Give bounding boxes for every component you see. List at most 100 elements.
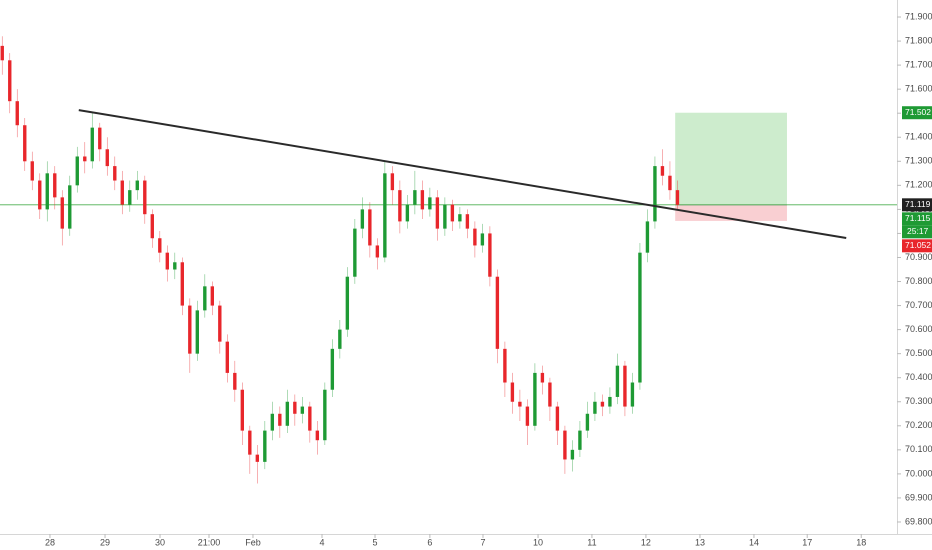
- candle-body: [458, 214, 462, 222]
- candle-body: [540, 372, 545, 383]
- y-tick-label: 69.800: [905, 516, 932, 526]
- candle-body: [473, 228, 477, 246]
- candle-body: [495, 276, 500, 349]
- x-tick-label: 13: [695, 537, 705, 547]
- candle-body: [23, 125, 27, 162]
- candle-body: [53, 173, 57, 198]
- candle-body: [578, 430, 582, 450]
- candle-body: [45, 173, 49, 210]
- candle-body: [278, 413, 282, 426]
- x-tick-label: Feb: [245, 537, 261, 547]
- candle-body: [225, 341, 230, 373]
- candle-body: [8, 60, 12, 102]
- candle-body: [533, 372, 537, 426]
- x-tick-label: 5: [373, 537, 378, 547]
- y-tick-label: 71.700: [905, 59, 932, 69]
- candle-body: [548, 382, 552, 407]
- y-tick-label: 70.800: [905, 276, 932, 286]
- trend-line: [78, 109, 847, 239]
- candle-body: [510, 382, 515, 402]
- y-tick-label: 70.000: [905, 468, 932, 478]
- candle-body: [180, 262, 184, 306]
- candle-body: [413, 190, 417, 205]
- y-tick-label: 71.200: [905, 180, 932, 190]
- candle-body: [443, 204, 447, 229]
- candle-body: [38, 180, 42, 210]
- candle-body: [30, 161, 34, 181]
- candle-body: [75, 156, 79, 186]
- candle-body: [345, 276, 350, 330]
- candle-body: [570, 449, 575, 460]
- countdown-box: [902, 225, 932, 239]
- candle-body: [105, 149, 109, 167]
- candle-body: [623, 365, 627, 407]
- candle-body: [300, 406, 305, 414]
- price-marker: [902, 106, 932, 120]
- candle-body: [143, 180, 147, 215]
- y-tick-label: 71.600: [905, 84, 932, 94]
- candle-body: [68, 185, 72, 229]
- candle-body: [90, 127, 94, 162]
- candle-body: [135, 180, 139, 191]
- candle-body: [218, 305, 222, 342]
- candle-body: [293, 401, 297, 414]
- candle-body: [600, 401, 605, 407]
- candle-body: [405, 204, 410, 222]
- candle-body: [368, 209, 372, 246]
- candle-body: [503, 348, 507, 383]
- countdown-label: 25:17: [907, 226, 929, 236]
- candle-body: [113, 166, 117, 181]
- candle-body: [608, 396, 612, 407]
- candle-body: [435, 197, 440, 229]
- candle-body: [353, 228, 357, 277]
- candle-body: [480, 233, 485, 246]
- price-marker-label: 71.052: [905, 240, 931, 250]
- y-tick-label: 71.800: [905, 35, 932, 45]
- candle-body: [465, 214, 470, 229]
- candle-body: [585, 413, 590, 431]
- candle-body: [308, 406, 312, 431]
- candle-body: [630, 382, 635, 407]
- candle-body: [315, 430, 320, 441]
- candle-body: [338, 329, 342, 349]
- candle-body: [203, 286, 207, 311]
- candle-body: [0, 45, 4, 61]
- y-tick-label: 69.900: [905, 492, 932, 502]
- candle-body: [653, 166, 657, 222]
- candle-body: [615, 365, 620, 397]
- candle-body: [330, 348, 335, 390]
- y-tick-label: 71.900: [905, 11, 932, 21]
- x-tick-label: 18: [856, 537, 866, 547]
- candle-body: [428, 197, 432, 210]
- y-tick-label: 70.700: [905, 300, 932, 310]
- candle-body: [150, 214, 154, 239]
- candle-body: [645, 221, 650, 253]
- candle-body: [248, 430, 252, 455]
- candle-body: [98, 127, 102, 150]
- candle-body: [555, 406, 560, 431]
- y-tick-label: 70.100: [905, 444, 932, 454]
- candle-body: [525, 406, 530, 426]
- candle-body: [128, 190, 132, 205]
- profit-zone: [675, 112, 787, 205]
- x-tick-label: 11: [587, 537, 596, 547]
- candle-body: [233, 372, 237, 390]
- candle-body: [390, 173, 395, 191]
- y-tick-label: 71.400: [905, 132, 932, 142]
- price-marker-label: 71.115: [905, 213, 931, 223]
- candle-body: [420, 190, 425, 210]
- y-tick-label: 70.900: [905, 252, 932, 262]
- candle-body: [518, 401, 522, 407]
- candle-body: [255, 454, 260, 462]
- price-marker: [902, 239, 932, 253]
- price-marker: [902, 212, 932, 226]
- candle-body: [285, 401, 290, 426]
- candle-body: [668, 175, 672, 191]
- candle-body: [15, 101, 19, 126]
- x-tick-label: 10: [533, 537, 543, 547]
- x-tick-label: 7: [480, 537, 485, 547]
- candle-body: [240, 389, 245, 431]
- candle-body: [375, 245, 380, 258]
- candle-body: [60, 197, 64, 229]
